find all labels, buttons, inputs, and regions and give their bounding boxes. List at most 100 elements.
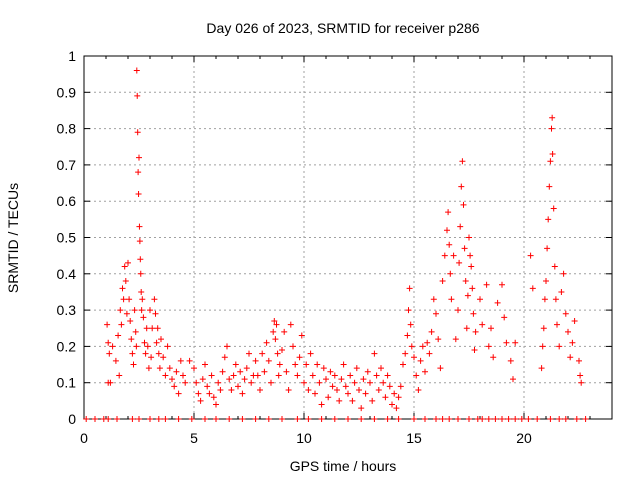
data-point-marker bbox=[252, 416, 259, 422]
data-point-marker bbox=[272, 336, 279, 343]
data-point-marker bbox=[397, 383, 404, 390]
data-point-marker bbox=[239, 416, 246, 422]
data-point-marker bbox=[307, 350, 314, 357]
data-point-marker bbox=[444, 227, 450, 234]
data-point-marker bbox=[471, 347, 478, 354]
data-point-marker bbox=[118, 321, 125, 328]
data-point-marker bbox=[191, 365, 197, 372]
data-point-marker bbox=[144, 343, 151, 350]
data-point-marker bbox=[158, 336, 164, 343]
data-point-marker bbox=[360, 376, 367, 383]
data-point-marker bbox=[121, 263, 128, 270]
data-point-marker bbox=[137, 270, 144, 277]
data-point-marker bbox=[224, 343, 230, 350]
data-point-marker bbox=[433, 310, 439, 317]
data-point-marker bbox=[349, 397, 356, 404]
y-tick-label: 0.9 bbox=[57, 84, 77, 100]
data-point-marker bbox=[546, 183, 553, 190]
y-tick-label: 0.7 bbox=[57, 157, 77, 173]
data-point-marker bbox=[132, 328, 139, 335]
data-point-marker bbox=[373, 372, 380, 379]
data-point-marker bbox=[305, 416, 312, 422]
data-point-marker bbox=[226, 416, 233, 422]
data-point-marker bbox=[415, 386, 422, 393]
data-point-marker bbox=[175, 390, 182, 397]
data-point-marker bbox=[499, 416, 505, 422]
y-tick-label: 1 bbox=[68, 48, 76, 64]
data-point-marker bbox=[248, 379, 255, 386]
data-point-marker bbox=[577, 372, 584, 379]
data-point-marker bbox=[265, 357, 272, 364]
data-point-marker bbox=[232, 361, 239, 368]
data-point-marker bbox=[446, 241, 453, 248]
data-point-marker bbox=[164, 343, 171, 350]
data-point-marker bbox=[112, 357, 119, 364]
data-point-marker bbox=[371, 416, 378, 422]
data-point-marker bbox=[169, 376, 175, 383]
data-point-marker bbox=[558, 288, 565, 295]
data-point-marker bbox=[389, 401, 395, 408]
data-point-marker bbox=[135, 190, 142, 197]
data-point-marker bbox=[279, 347, 285, 354]
data-point-marker bbox=[105, 416, 112, 422]
data-point-marker bbox=[252, 357, 259, 364]
data-point-marker bbox=[195, 390, 202, 397]
data-point-marker bbox=[458, 183, 465, 190]
data-point-marker bbox=[303, 361, 310, 368]
data-point-marker bbox=[329, 383, 336, 390]
x-tick-label: 10 bbox=[296, 430, 312, 446]
data-point-marker bbox=[358, 405, 365, 412]
data-point-marker bbox=[239, 390, 246, 397]
data-point-marker bbox=[562, 416, 569, 422]
data-point-marker bbox=[543, 278, 549, 285]
data-point-marker bbox=[171, 383, 178, 390]
data-point-marker bbox=[129, 416, 136, 422]
data-point-marker bbox=[413, 372, 420, 379]
y-tick-label: 0.1 bbox=[57, 375, 77, 391]
data-point-marker bbox=[140, 314, 147, 321]
data-point-marker bbox=[386, 383, 393, 390]
data-point-marker bbox=[259, 350, 266, 357]
data-point-marker bbox=[411, 416, 417, 422]
data-point-marker bbox=[470, 310, 477, 317]
data-point-marker bbox=[145, 365, 152, 372]
data-point-marker bbox=[402, 350, 409, 357]
data-point-marker bbox=[494, 299, 501, 306]
data-point-marker bbox=[154, 325, 161, 332]
data-point-marker bbox=[446, 416, 453, 422]
data-point-marker bbox=[539, 343, 546, 350]
data-point-marker bbox=[428, 328, 435, 335]
data-point-marker bbox=[254, 372, 261, 379]
data-point-marker bbox=[279, 416, 285, 422]
y-axis-label: SRMTID / TECUs bbox=[5, 183, 21, 293]
data-point-marker bbox=[422, 416, 428, 422]
data-point-marker bbox=[457, 223, 464, 230]
data-point-marker bbox=[180, 372, 186, 379]
data-point-marker bbox=[466, 416, 472, 422]
data-point-marker bbox=[375, 386, 382, 393]
data-point-marker bbox=[345, 390, 351, 397]
data-point-marker bbox=[358, 416, 365, 422]
data-point-marker bbox=[485, 416, 492, 422]
y-tick-label: 0.8 bbox=[57, 121, 77, 137]
data-point-marker bbox=[462, 278, 469, 285]
data-point-marker bbox=[400, 361, 406, 368]
data-point-marker bbox=[556, 343, 563, 350]
data-point-marker bbox=[347, 372, 354, 379]
data-point-marker bbox=[235, 383, 241, 390]
data-point-marker bbox=[316, 379, 323, 386]
chart-title: Day 026 of 2023, SRMTID for receiver p28… bbox=[206, 20, 479, 36]
data-point-marker bbox=[265, 416, 272, 422]
data-point-marker bbox=[437, 365, 444, 372]
data-point-marker bbox=[206, 390, 213, 397]
data-point-marker bbox=[455, 416, 461, 422]
data-point-marker bbox=[148, 354, 155, 361]
data-point-marker bbox=[439, 416, 446, 422]
data-point-marker bbox=[138, 288, 145, 295]
data-point-marker bbox=[261, 368, 268, 375]
data-point-marker bbox=[408, 343, 415, 350]
data-point-marker bbox=[426, 350, 433, 357]
data-point-marker bbox=[424, 339, 431, 346]
data-point-marker bbox=[565, 328, 571, 335]
